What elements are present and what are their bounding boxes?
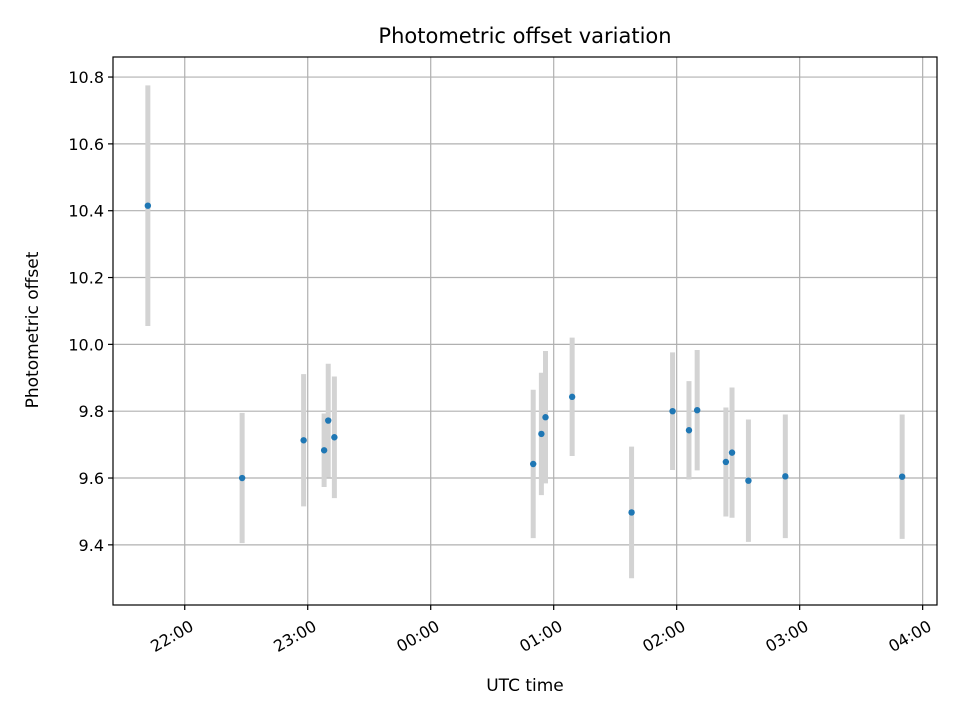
data-point bbox=[542, 414, 549, 421]
data-point bbox=[568, 393, 576, 401]
y-tick-label: 10.4 bbox=[68, 202, 104, 221]
x-tick-label: 02:00 bbox=[639, 616, 688, 656]
y-tick-label: 9.8 bbox=[79, 402, 104, 421]
x-axis-ticks: 22:00 23:00 00:00 01:00 02:00 03:00 04:00 bbox=[147, 605, 935, 656]
data-point bbox=[300, 437, 307, 444]
data-point bbox=[745, 477, 752, 484]
data-point bbox=[693, 406, 701, 414]
data-point bbox=[320, 447, 328, 454]
chart-title: Photometric offset variation bbox=[378, 24, 671, 48]
y-axis-ticks: 9.4 9.6 9.8 10.0 10.2 10.4 10.6 10.8 bbox=[68, 68, 113, 555]
x-tick-label: 01:00 bbox=[516, 616, 565, 656]
y-tick-label: 10.0 bbox=[68, 335, 104, 354]
data-point bbox=[898, 473, 906, 480]
error-bars bbox=[145, 85, 905, 579]
y-axis-label: Photometric offset bbox=[23, 251, 43, 408]
data-point bbox=[325, 417, 332, 424]
data-point bbox=[144, 202, 152, 209]
x-tick-label: 00:00 bbox=[393, 616, 442, 656]
data-point bbox=[238, 474, 246, 482]
data-point bbox=[685, 427, 693, 434]
data-point bbox=[538, 430, 545, 438]
data-point bbox=[669, 407, 676, 415]
y-tick-label: 10.8 bbox=[68, 68, 104, 87]
x-tick-label: 22:00 bbox=[147, 616, 196, 656]
x-tick-label: 03:00 bbox=[762, 616, 811, 656]
x-tick-label: 04:00 bbox=[885, 616, 934, 656]
x-tick-label: 23:00 bbox=[270, 616, 319, 656]
data-points bbox=[144, 202, 906, 516]
plot-frame bbox=[112, 56, 938, 606]
data-point bbox=[529, 460, 537, 468]
grid-layer bbox=[113, 57, 937, 605]
data-point bbox=[782, 473, 789, 480]
y-tick-label: 9.6 bbox=[79, 469, 104, 488]
data-point bbox=[628, 509, 635, 516]
x-axis-label: UTC time bbox=[486, 676, 564, 696]
data-point bbox=[728, 449, 736, 456]
y-tick-label: 10.6 bbox=[68, 135, 104, 154]
y-tick-label: 9.4 bbox=[79, 536, 104, 555]
y-tick-label: 10.2 bbox=[68, 269, 104, 288]
data-point bbox=[331, 434, 338, 441]
data-point bbox=[722, 458, 730, 466]
